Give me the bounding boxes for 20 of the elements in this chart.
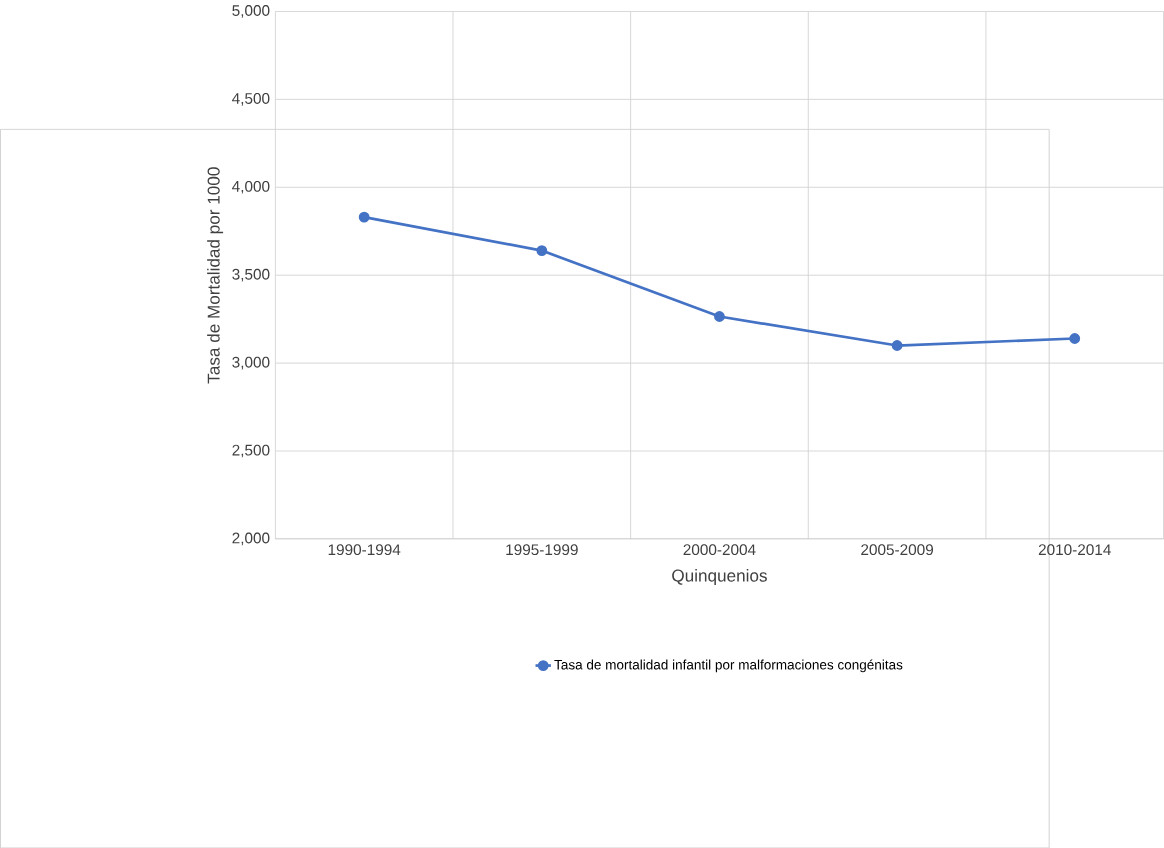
point	[536, 244, 548, 256]
x-tick-label: 1990-1994	[328, 544, 401, 555]
y-tick-label: 5,000	[232, 4, 270, 18]
y-tick-label: 4,000	[232, 180, 270, 194]
y-tick-label: 2,000	[232, 532, 270, 546]
y-tick-label: 3,000	[232, 356, 270, 370]
y-tick-label: 4,500	[232, 92, 270, 106]
x-tick-label: 2010-2014	[1038, 544, 1111, 555]
x-tick-label: 2005-2009	[861, 544, 934, 555]
x-tick-label: 1995-1999	[506, 544, 578, 555]
point	[1069, 332, 1081, 344]
y-tick-label: 3,500	[232, 268, 270, 282]
x-tick-label: 2000-2004	[683, 544, 756, 555]
point	[358, 211, 370, 223]
y-axis-title: Tasa de Mortalidad por 1000	[207, 167, 224, 384]
y-tick-label: 2,500	[232, 444, 270, 458]
legend-label: Tasa de mortalidad infantil por malformaciones congénitas	[554, 659, 903, 672]
point	[714, 310, 725, 322]
x-axis-title: Quinquenios	[672, 568, 767, 585]
point	[891, 339, 903, 351]
